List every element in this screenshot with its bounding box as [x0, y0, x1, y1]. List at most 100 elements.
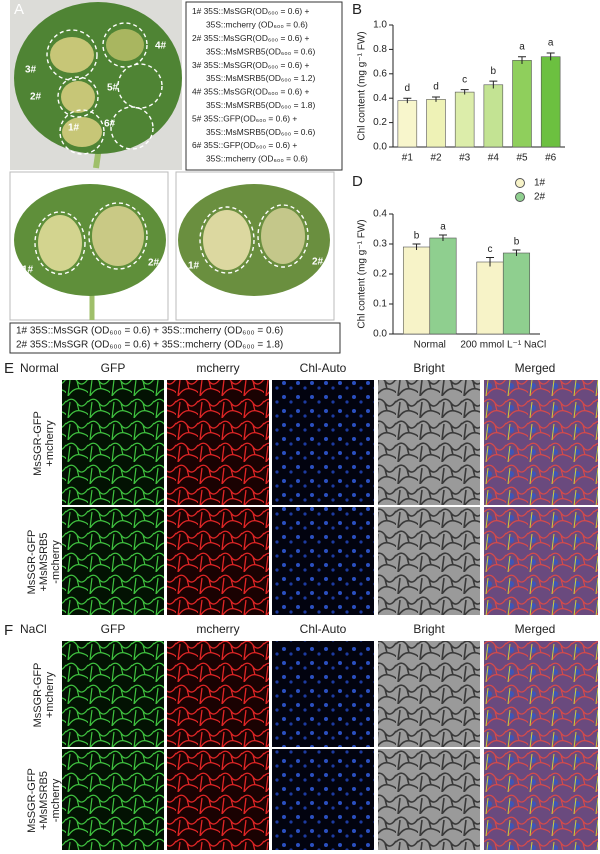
legend-marker: [515, 192, 525, 202]
column-header: Merged: [515, 361, 556, 375]
significance-letter: a: [548, 38, 554, 49]
legend-line: 3# 35S::MsSGR(OD₆₀₀ = 0.6) +: [192, 60, 309, 70]
panel-label: B: [352, 1, 362, 18]
x-tick-label: #6: [545, 153, 557, 164]
y-tick-label: 0.4: [373, 209, 387, 220]
significance-letter: d: [433, 82, 439, 93]
y-tick-label: 0.0: [373, 329, 387, 340]
error-bar: [518, 56, 526, 65]
column-header: Chl-Auto: [300, 361, 347, 375]
spot-label: 1#: [22, 265, 34, 276]
column-header: Chl-Auto: [300, 622, 347, 636]
significance-letter: b: [414, 231, 420, 242]
column-header: Bright: [413, 361, 445, 375]
x-tick-label: #2: [430, 153, 442, 164]
bar: [397, 100, 418, 148]
column-header: mcherry: [196, 622, 239, 636]
micrograph: [378, 641, 480, 747]
row-label: +MsMSRB5: [38, 771, 50, 830]
bar: [476, 261, 504, 335]
row-label: -mcherry: [50, 540, 62, 584]
x-tick-label: Normal: [414, 340, 446, 351]
spot-label: 1#: [68, 123, 80, 134]
legend-line: 5# 35S::GFP(OD₆₀₀ = 0.6) +: [192, 113, 297, 123]
spot-outlines: [34, 202, 309, 275]
y-tick-label: 0.4: [373, 93, 387, 104]
spot-label: 6#: [104, 119, 116, 130]
y-tick-label: 0.2: [373, 269, 387, 280]
y-tick-label: 0.0: [373, 142, 387, 153]
micrograph: [167, 749, 269, 850]
legend-line: 35S::MsMSRB5(OD₆₀₀ = 1.2): [206, 73, 315, 83]
micrograph: [484, 749, 598, 850]
micrograph: [62, 749, 164, 850]
legend-marker: [515, 178, 525, 188]
micrograph: [167, 641, 269, 747]
row-label: -mcherry: [50, 778, 62, 822]
significance-letter: a: [440, 222, 446, 233]
panel-label: F: [4, 622, 13, 639]
legend-label: 1#: [534, 178, 546, 189]
legend-line: 35S::mcherry (OD₆₀₀ = 0.6): [206, 154, 308, 164]
micrograph: [272, 749, 374, 850]
condition-label: Normal: [20, 361, 59, 375]
significance-letter: c: [488, 244, 493, 255]
micrograph: [484, 380, 598, 505]
error-bar: [512, 249, 521, 256]
legend-line: 1# 35S::MsSGR(OD₆₀₀ = 0.6) +: [192, 6, 309, 16]
column-header: GFP: [101, 361, 126, 375]
legend-line: 4# 35S::MsSGR(OD₆₀₀ = 0.6) +: [192, 87, 309, 97]
x-tick-label: #4: [488, 153, 500, 164]
y-axis-label: Chl content (mg g⁻¹ FW): [357, 219, 368, 328]
spot-outlines: [46, 22, 163, 155]
infiltration-spots: [38, 206, 305, 271]
y-tick-label: 0.3: [373, 239, 387, 250]
panel-label: E: [4, 360, 14, 377]
spot-label: 1#: [188, 261, 200, 272]
spot-label: 3#: [25, 65, 37, 76]
micrograph: [272, 641, 374, 747]
bar: [402, 246, 431, 335]
caption-line: 1# 35S::MsSGR (OD₆₀₀ = 0.6) + 35S::mcher…: [16, 326, 283, 337]
micrograph: [484, 507, 598, 615]
row-label: +mcherry: [44, 420, 56, 467]
legend-label: 2#: [534, 192, 546, 203]
y-tick-label: 0.8: [373, 44, 387, 55]
y-tick-label: 1.0: [373, 20, 387, 31]
row-label: MsSGR-GFP: [26, 768, 38, 833]
spot-label: 2#: [312, 257, 324, 268]
x-tick-label: 200 mmol L⁻¹ NaCl: [460, 340, 546, 351]
column-header: GFP: [101, 622, 126, 636]
significance-letter: a: [519, 41, 525, 52]
spot-label: 4#: [155, 41, 167, 52]
bar: [454, 91, 475, 148]
micrograph: [272, 380, 374, 505]
legend-line: 35S::mcherry (OD₆₀₀ = 0.6): [206, 20, 308, 30]
row-label: +MsMSRB5: [38, 533, 50, 592]
bar: [540, 56, 561, 148]
row-label: MsSGR-GFP: [26, 530, 38, 595]
micrograph: [167, 507, 269, 615]
column-header: Merged: [515, 622, 556, 636]
column-header: Bright: [413, 622, 445, 636]
bar: [429, 237, 457, 335]
error-bar: [546, 52, 555, 61]
error-bar: [489, 80, 498, 89]
column-header: mcherry: [196, 361, 239, 375]
micrograph: [62, 507, 164, 615]
micrograph: [62, 380, 164, 505]
bar: [483, 84, 504, 148]
significance-letter: b: [514, 237, 520, 248]
row-label: MsSGR-GFP: [32, 411, 44, 476]
error-bar: [438, 234, 447, 241]
x-tick-label: #3: [459, 153, 471, 164]
condition-label: 200 mmol L⁻¹ NaCl: [242, 304, 328, 315]
panel-label: C: [14, 173, 25, 190]
x-tick-label: #1: [402, 153, 414, 164]
error-bar: [403, 97, 412, 104]
micrograph: [167, 380, 269, 505]
significance-letter: c: [462, 74, 467, 85]
condition-label: NaCl: [20, 622, 47, 636]
y-axis-label: Chl content (mg g⁻¹ FW): [357, 31, 368, 140]
